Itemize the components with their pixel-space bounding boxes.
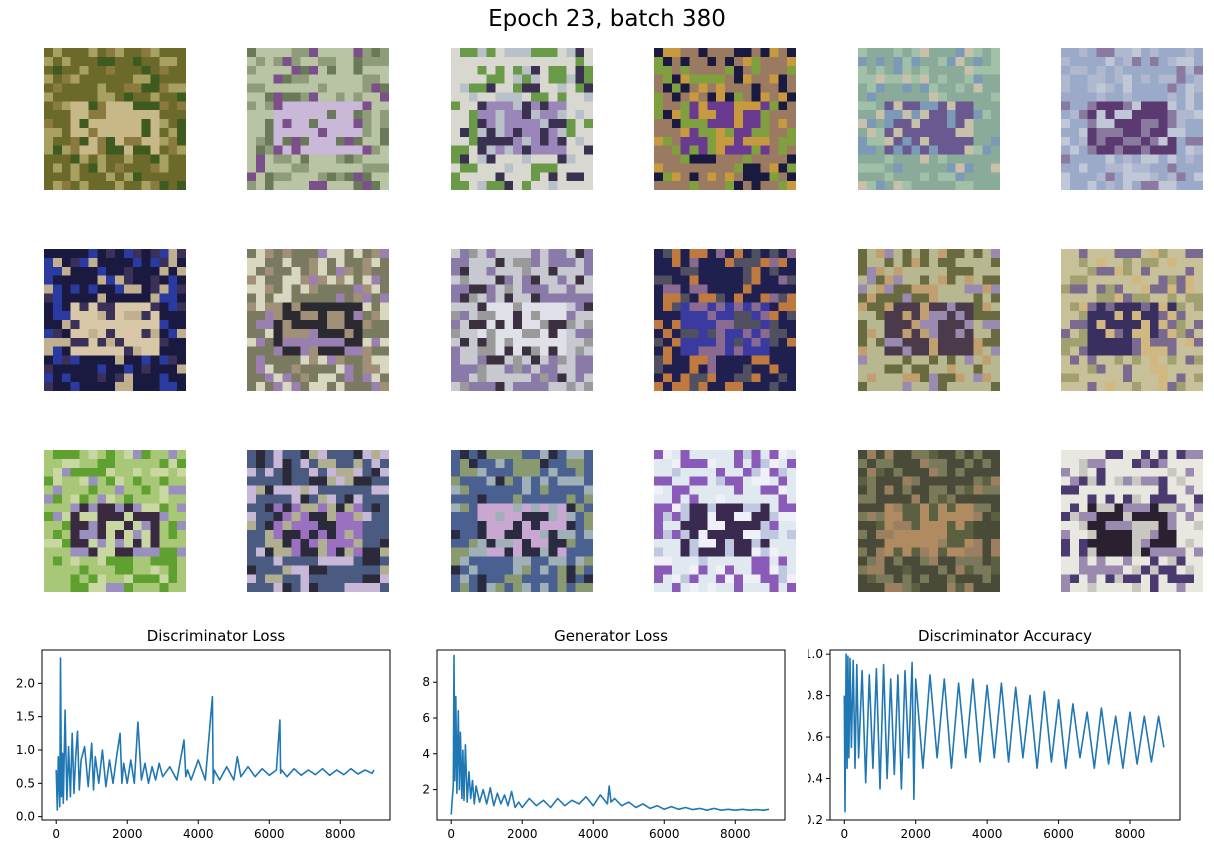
- x-tick-label: 6000: [649, 827, 680, 841]
- sample-r1-c5: [858, 48, 1000, 190]
- y-tick-label: 0.5: [16, 776, 35, 790]
- y-tick-label: 0.8: [808, 689, 823, 703]
- y-tick-label: 2: [422, 783, 430, 797]
- sample-r1-c1: [44, 48, 186, 190]
- sample-r2-c1: [44, 249, 186, 391]
- figure-title: Epoch 23, batch 380: [488, 6, 726, 32]
- y-tick-label: 2.0: [16, 676, 35, 690]
- sample-r3-c5: [858, 450, 1000, 592]
- series-line-d_acc: [843, 653, 1165, 813]
- y-tick-label: 1.0: [16, 743, 35, 757]
- sample-r1-c2: [247, 48, 389, 190]
- y-tick-label: 6: [422, 711, 430, 725]
- x-tick-label: 6000: [254, 827, 285, 841]
- generator-loss-chart: 0 2000 4000 6000 8000 2 4 6 8: [422, 649, 786, 841]
- series-line-g_loss: [450, 654, 770, 815]
- plot-frame: [829, 649, 1181, 821]
- sample-r1-c3: [451, 48, 593, 190]
- x-tick-label: 8000: [720, 827, 751, 841]
- y-tick-label: 0.4: [808, 772, 823, 786]
- sample-r3-c1: [44, 450, 186, 592]
- y-tick-label: 4: [422, 747, 430, 761]
- y-tick-label: 0.2: [808, 813, 823, 827]
- y-tick-label: 0.6: [808, 730, 823, 744]
- sample-r2-c3: [451, 249, 593, 391]
- sample-r3-c6: [1061, 450, 1203, 592]
- x-tick-label: 2000: [900, 827, 931, 841]
- chart-title-discriminator-accuracy: Discriminator Accuracy: [917, 627, 1093, 645]
- x-tick-label: 8000: [1115, 827, 1146, 841]
- sample-r3-c4: [654, 450, 796, 592]
- x-tick-label: 2000: [112, 827, 143, 841]
- sample-r2-c6: [1061, 249, 1203, 391]
- sample-r1-c6: [1061, 48, 1203, 190]
- sample-r3-c2: [247, 450, 389, 592]
- plot-frame: [436, 649, 786, 821]
- chart-title-generator-loss: Generator Loss: [554, 627, 668, 645]
- sample-r2-c5: [858, 249, 1000, 391]
- discriminator-loss-chart: 0 2000 4000 6000 8000 0.0 0.5 1.0 1.5 2.0: [16, 649, 391, 841]
- y-tick-label: 0.0: [16, 810, 35, 824]
- x-tick-label: 4000: [183, 827, 214, 841]
- y-tick-label: 8: [422, 675, 430, 689]
- sample-r1-c4: [654, 48, 796, 190]
- series-line-d_loss: [55, 657, 375, 811]
- sample-r2-c4: [654, 249, 796, 391]
- x-tick-label: 4000: [578, 827, 609, 841]
- x-tick-label: 0: [52, 827, 60, 841]
- plot-frame: [41, 649, 391, 821]
- x-tick-label: 4000: [972, 827, 1003, 841]
- x-tick-label: 8000: [325, 827, 356, 841]
- x-tick-label: 0: [840, 827, 848, 841]
- discriminator-accuracy-chart: 0 2000 4000 6000 8000 0.2 0.4 0.6 0.8 1.0: [808, 647, 1181, 841]
- y-tick-label: 1.0: [808, 647, 823, 661]
- sample-r3-c3: [451, 450, 593, 592]
- x-tick-label: 2000: [507, 827, 538, 841]
- x-tick-label: 0: [447, 827, 455, 841]
- sample-r2-c2: [247, 249, 389, 391]
- x-tick-label: 6000: [1043, 827, 1074, 841]
- chart-title-discriminator-loss: Discriminator Loss: [146, 627, 286, 645]
- y-tick-label: 1.5: [16, 710, 35, 724]
